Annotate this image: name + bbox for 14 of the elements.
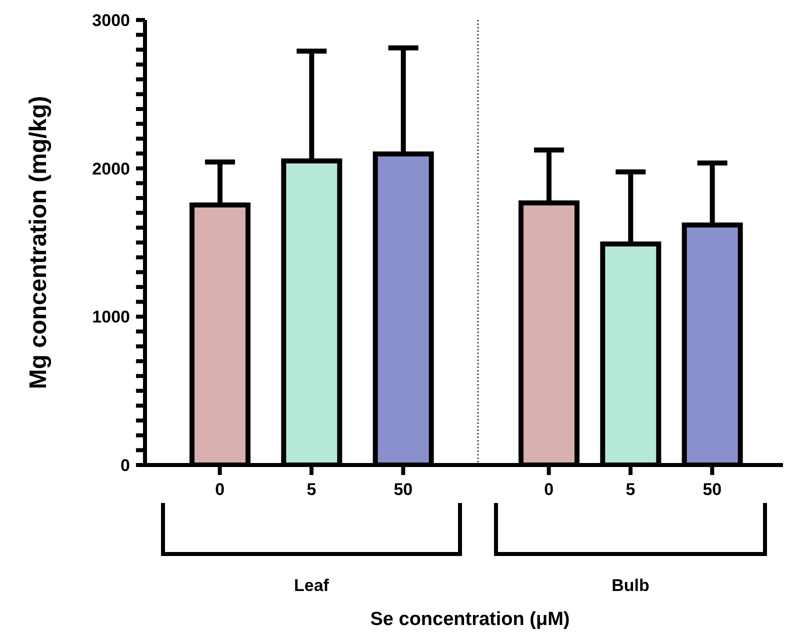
y-tick-label: 3000 [92,11,130,30]
x-axis-title: Leaf [294,576,330,595]
x-tick-label: 5 [626,480,636,500]
y-tick-label: 2000 [92,159,130,178]
x-tick-label: 50 [702,480,722,500]
y-axis-title: Mg concentration (mg/kg) [25,96,52,390]
y-tick-label: 1000 [92,308,130,327]
x-tick-label: 50 [394,480,413,500]
text: Se concentration (μM) [370,609,570,630]
y-tick-label: 0 [120,456,130,475]
x-tick-label: 0 [544,480,554,500]
x-tick-label: 5 [306,480,316,500]
x-tick-label: 0 [215,480,225,500]
x-axis-title: Bulb [612,576,650,595]
